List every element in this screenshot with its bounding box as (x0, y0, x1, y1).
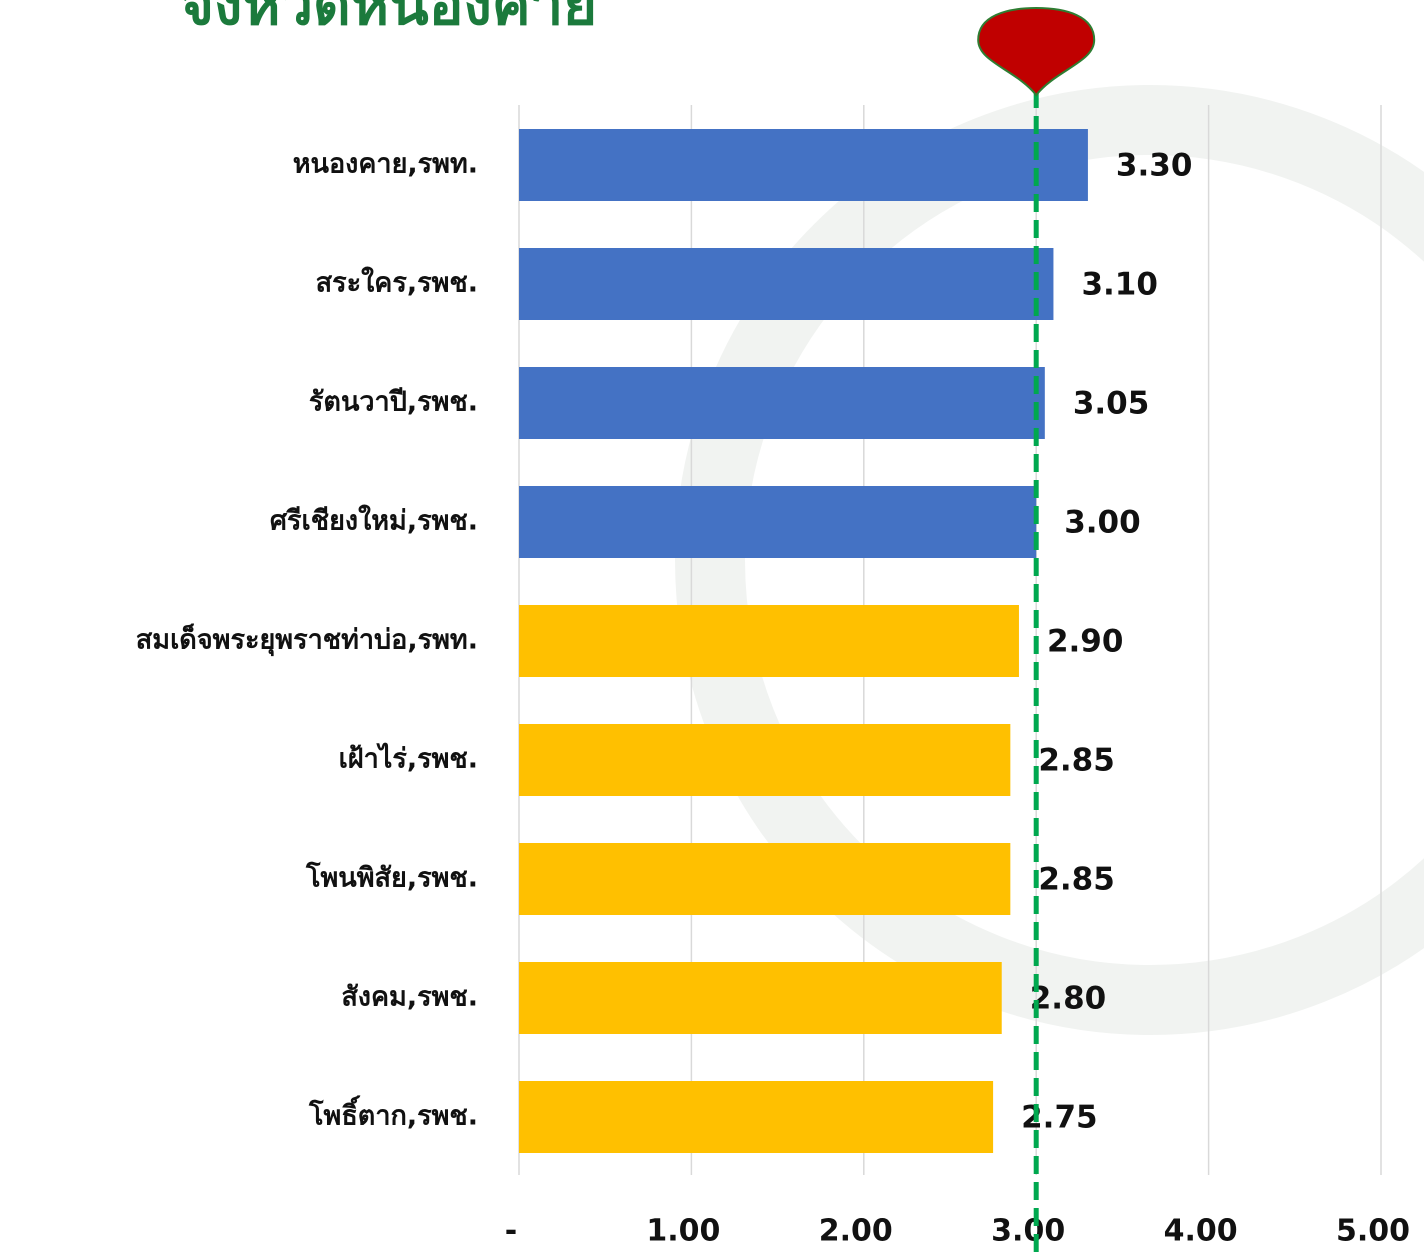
x-tick-label: 5.00 (1336, 1214, 1410, 1249)
y-tick-label: โพนพิสัย,รพช. (305, 861, 478, 894)
data-label: 3.30 (1116, 148, 1193, 184)
data-label: 2.85 (1038, 743, 1115, 779)
y-tick-label: เฝ้าไร่,รพช. (339, 743, 478, 775)
y-tick-label: สมเด็จพระยุพราชท่าบ่อ,รพท. (136, 622, 478, 657)
x-tick-label: 4.00 (1164, 1214, 1238, 1249)
y-tick-label: ศรีเชียงใหม่,รพช. (270, 505, 478, 537)
bar (519, 962, 1002, 1034)
data-label: 2.75 (1021, 1100, 1098, 1136)
bar (519, 486, 1036, 558)
y-tick-label: หนองคาย,รพท. (293, 149, 478, 180)
bar (519, 129, 1088, 201)
data-label: 2.80 (1030, 981, 1107, 1017)
y-tick-label: สังคม,รพช. (341, 982, 478, 1013)
bar (519, 367, 1045, 439)
chart: จังหวัดหนองคาย - 1.00 2.00 3.00 4.00 5.00 หนอง… (0, 0, 1424, 1252)
data-label: 3.00 (1064, 505, 1141, 541)
y-tick-label: รัตนวาปี,รพช. (309, 387, 478, 418)
bar (519, 843, 1010, 915)
bar (519, 248, 1053, 320)
chart-title: จังหวัดหนองคาย (180, 0, 597, 38)
y-tick-label: โพธิ์ตาก,รพช. (308, 1096, 478, 1132)
data-label: 2.85 (1038, 862, 1115, 898)
x-tick-label: 3.00 (991, 1214, 1065, 1249)
bar (519, 1081, 993, 1153)
target-marker (978, 8, 1094, 95)
x-tick-label: 2.00 (819, 1214, 893, 1249)
y-tick-label: สระใคร,รพช. (316, 267, 478, 299)
data-label: 3.05 (1073, 386, 1150, 422)
bar (519, 605, 1019, 677)
x-tick-label: 1.00 (646, 1214, 720, 1249)
x-tick-label: - (505, 1214, 517, 1249)
data-label: 3.10 (1081, 267, 1158, 303)
data-label: 2.90 (1047, 624, 1124, 660)
bar (519, 724, 1010, 796)
